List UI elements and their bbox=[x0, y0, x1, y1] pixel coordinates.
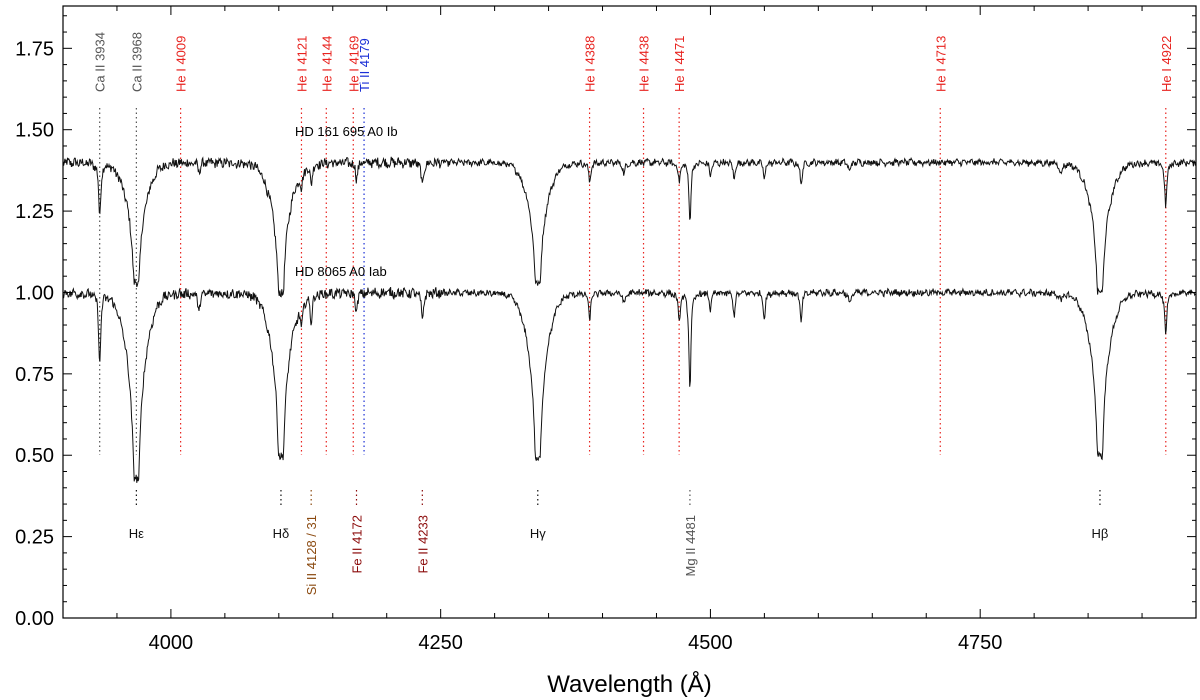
bottom-line-label: Hβ bbox=[1092, 526, 1109, 541]
plot-frame bbox=[62, 5, 1197, 619]
bottom-line-label: Hγ bbox=[530, 526, 546, 541]
y-tick-label: 0.75 bbox=[15, 364, 54, 386]
line-markers bbox=[99, 108, 1167, 505]
x-tick-label: 4750 bbox=[958, 632, 1003, 654]
spectrum-label-2: HD 8065 A0 Iab bbox=[295, 264, 387, 279]
bottom-line-label: Hε bbox=[129, 526, 144, 541]
spectrum-line-2 bbox=[62, 286, 1196, 483]
spectrum-label-1: HD 161 695 A0 Ib bbox=[295, 124, 398, 139]
top-line-label: He I 4009 bbox=[174, 36, 189, 92]
spectrum-line-1 bbox=[62, 156, 1196, 298]
bottom-line-label: Mg II 4481 bbox=[683, 515, 698, 576]
top-line-label: Ti II 4179 bbox=[357, 38, 372, 92]
top-line-label: Ca II 3934 bbox=[93, 32, 108, 92]
spectra bbox=[62, 156, 1196, 483]
top-line-label: He I 4169 bbox=[346, 36, 361, 92]
bottom-line-label: Fe II 4233 bbox=[415, 515, 430, 574]
top-line-label: He I 4713 bbox=[933, 36, 948, 92]
top-line-label: He I 4144 bbox=[319, 36, 334, 92]
top-line-label: He I 4471 bbox=[672, 36, 687, 92]
y-tick-label: 1.25 bbox=[15, 201, 54, 223]
y-tick-label: 1.75 bbox=[15, 38, 54, 60]
top-line-label: He I 4388 bbox=[583, 36, 598, 92]
y-tick-label: 0.50 bbox=[15, 445, 54, 467]
top-line-label: Ca II 3968 bbox=[129, 32, 144, 92]
x-axis-title: Wavelength (Å) bbox=[547, 670, 712, 698]
top-line-label: He I 4438 bbox=[637, 36, 652, 92]
y-tick-label: 1.00 bbox=[15, 282, 54, 304]
x-tick-label: 4250 bbox=[418, 632, 463, 654]
x-tick-label: 4500 bbox=[688, 632, 733, 654]
top-line-label: He I 4121 bbox=[294, 36, 309, 92]
y-tick-label: 1.50 bbox=[15, 120, 54, 142]
y-tick-label: 0.00 bbox=[15, 608, 54, 630]
y-tick-label: 0.25 bbox=[15, 527, 54, 549]
top-line-label: He I 4922 bbox=[1159, 36, 1174, 92]
line-labels: HD 161 695 A0 Ib HD 8065 A0 Iab Ca II 3934… bbox=[93, 32, 1174, 595]
axes: 4000 4250 4500 4750 0.00 0.25 0.50 0.75 1.00 1.25… bbox=[15, 5, 1197, 654]
bottom-line-label: Fe II 4172 bbox=[350, 515, 365, 574]
bottom-line-label: Si II 4128 / 31 bbox=[304, 515, 319, 595]
x-tick-label: 4000 bbox=[149, 632, 194, 654]
bottom-line-label: Hδ bbox=[273, 526, 290, 541]
